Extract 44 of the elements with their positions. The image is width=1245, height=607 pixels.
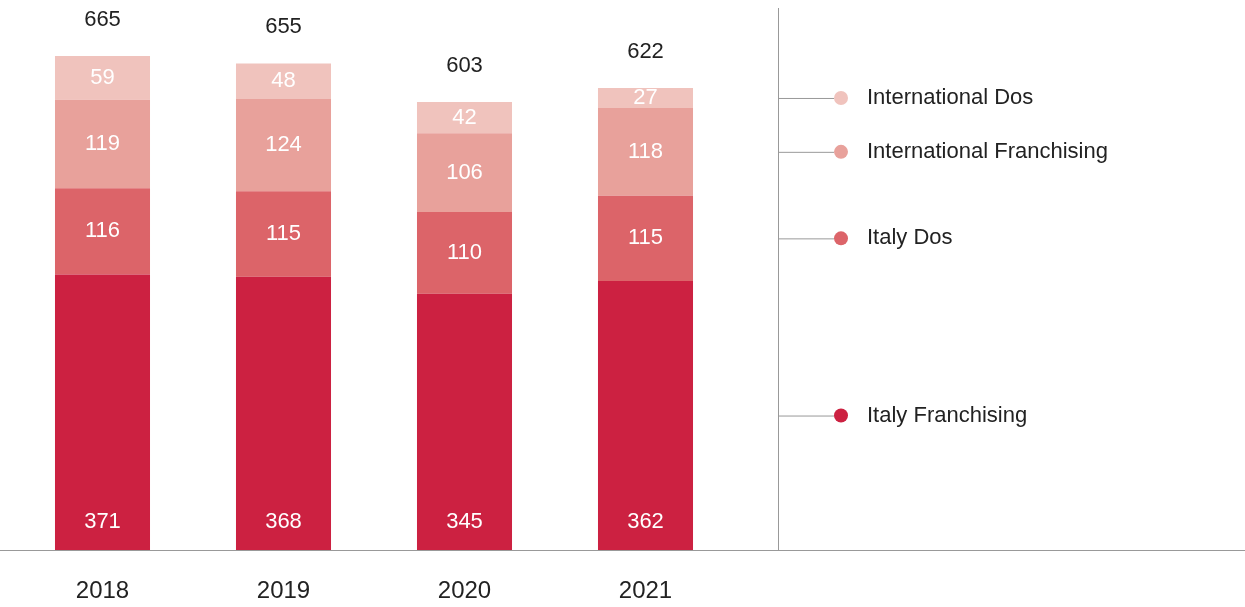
- bar: [54, 56, 151, 100]
- bar: [597, 281, 694, 550]
- data-label: 115: [627, 224, 664, 250]
- x-tick-label: 2020: [437, 576, 492, 603]
- legend-label: International Dos: [867, 84, 1034, 110]
- bar: [597, 87, 694, 108]
- data-label: 371: [84, 508, 121, 534]
- bar: [597, 195, 694, 282]
- data-label: 116: [84, 217, 121, 243]
- x-tick-label: 2018: [75, 576, 130, 603]
- total-label: 655: [265, 13, 302, 39]
- data-label: 362: [627, 508, 664, 534]
- bar: [416, 102, 513, 134]
- data-label: 124: [265, 131, 302, 157]
- bar: [54, 99, 151, 189]
- data-label: 345: [446, 508, 483, 534]
- bar: [235, 276, 332, 550]
- bar: [54, 188, 151, 275]
- bar: [416, 133, 513, 212]
- legend-label: Italy Franchising: [867, 401, 1028, 427]
- total-label: 665: [84, 6, 121, 32]
- bar: [416, 212, 513, 294]
- total-label: 622: [627, 38, 664, 64]
- data-label: 106: [446, 158, 483, 184]
- bar: [416, 293, 513, 550]
- x-tick-label: 2019: [256, 576, 311, 603]
- data-label: 115: [265, 219, 302, 245]
- data-label: 42: [452, 103, 477, 129]
- bar: [235, 99, 332, 192]
- bar: [597, 108, 694, 196]
- data-label: 110: [446, 238, 483, 264]
- total-label: 603: [446, 52, 483, 78]
- data-label: 48: [271, 67, 296, 93]
- data-label: 368: [265, 508, 302, 534]
- data-label: 59: [90, 63, 115, 89]
- bar: [235, 63, 332, 100]
- legend-label: Italy Dos: [867, 224, 953, 250]
- data-label: 27: [633, 84, 658, 110]
- bar: [235, 191, 332, 277]
- legend-label: International Franchising: [867, 137, 1108, 163]
- x-tick-label: 2021: [618, 576, 673, 603]
- data-label: 118: [627, 137, 664, 163]
- data-label: 119: [84, 130, 121, 156]
- bar: [54, 274, 151, 550]
